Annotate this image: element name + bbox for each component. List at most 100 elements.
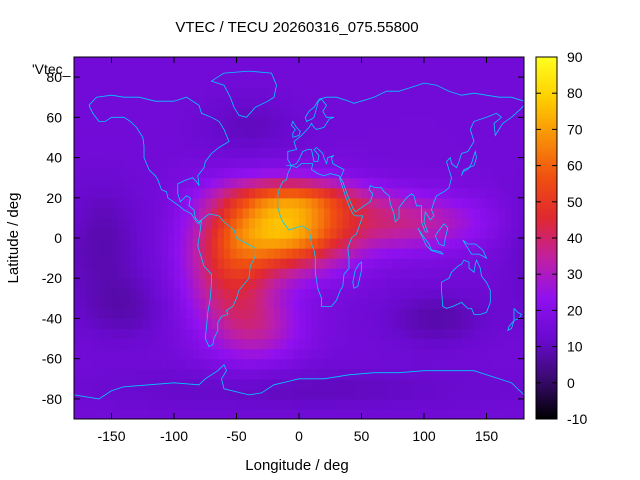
heatmap-cell xyxy=(367,187,375,199)
heatmap-cell xyxy=(486,368,494,380)
heatmap-cell xyxy=(311,408,319,419)
heatmap-cell xyxy=(74,57,81,68)
y-tick-label: 80 xyxy=(46,69,62,85)
heatmap-cell xyxy=(155,197,163,209)
heatmap-cell xyxy=(267,57,275,68)
heatmap-cell xyxy=(261,177,269,189)
heatmap-cell xyxy=(280,258,288,269)
heatmap-cell xyxy=(317,147,325,159)
heatmap-cell xyxy=(174,278,181,289)
heatmap-cell xyxy=(330,338,338,350)
heatmap-cell xyxy=(186,157,194,169)
heatmap-cell xyxy=(124,328,131,340)
heatmap-cell xyxy=(124,77,131,88)
heatmap-cell xyxy=(430,87,438,98)
heatmap-cell xyxy=(224,378,231,390)
heatmap-cell xyxy=(186,137,194,149)
heatmap-cell xyxy=(86,328,94,340)
heatmap-cell xyxy=(286,238,294,249)
heatmap-cell xyxy=(499,338,506,350)
heatmap-cell xyxy=(392,207,400,219)
heatmap-cell xyxy=(111,298,119,309)
heatmap-cell xyxy=(199,197,206,209)
heatmap-cell xyxy=(292,207,300,219)
heatmap-cell xyxy=(311,288,319,299)
heatmap-cell xyxy=(286,57,294,68)
heatmap-cell xyxy=(280,147,288,159)
heatmap-cell xyxy=(505,127,513,139)
heatmap-cell xyxy=(124,67,131,78)
heatmap-cell xyxy=(361,57,369,68)
heatmap-cell xyxy=(180,338,188,350)
heatmap-cell xyxy=(486,177,494,189)
heatmap-cell xyxy=(236,368,244,380)
heatmap-cell xyxy=(374,318,381,330)
heatmap-cell xyxy=(180,107,188,118)
heatmap-cell xyxy=(342,278,350,289)
heatmap-cell xyxy=(161,87,169,98)
heatmap-cell xyxy=(336,87,344,98)
heatmap-cell xyxy=(399,238,406,249)
heatmap-cell xyxy=(299,197,306,209)
heatmap-cell xyxy=(149,358,156,370)
heatmap-cell xyxy=(405,197,413,209)
heatmap-cell xyxy=(486,308,494,320)
heatmap-cell xyxy=(230,258,238,269)
heatmap-cell xyxy=(486,87,494,98)
heatmap-cell xyxy=(392,348,400,360)
heatmap-cell xyxy=(505,258,513,269)
heatmap-cell xyxy=(242,87,250,98)
heatmap-cell xyxy=(211,238,219,249)
heatmap-cell xyxy=(517,87,524,98)
heatmap-cell xyxy=(511,378,519,390)
heatmap-cell xyxy=(436,398,444,410)
heatmap-cell xyxy=(224,177,231,189)
heatmap-cell xyxy=(342,157,350,169)
heatmap-cell xyxy=(280,268,288,279)
heatmap-cell xyxy=(142,117,150,128)
heatmap-cell xyxy=(449,147,456,159)
heatmap-cell xyxy=(217,308,225,320)
heatmap-cell xyxy=(299,177,306,189)
heatmap-cell xyxy=(417,187,425,199)
heatmap-cell xyxy=(455,348,463,360)
heatmap-cell xyxy=(480,248,488,259)
heatmap-cell xyxy=(292,328,300,340)
heatmap-cell xyxy=(505,278,513,289)
heatmap-cell xyxy=(117,177,125,189)
heatmap-cell xyxy=(142,358,150,370)
heatmap-cell xyxy=(336,408,344,419)
heatmap-cell xyxy=(99,398,106,410)
heatmap-cell xyxy=(211,358,219,370)
heatmap-cell xyxy=(299,67,306,78)
heatmap-cell xyxy=(136,77,144,88)
heatmap-cell xyxy=(224,127,231,139)
heatmap-cell xyxy=(92,288,100,299)
heatmap-cell xyxy=(236,177,244,189)
heatmap-cell xyxy=(511,338,519,350)
heatmap-cell xyxy=(217,127,225,139)
heatmap-cell xyxy=(136,238,144,249)
heatmap-cell xyxy=(86,298,94,309)
heatmap-cell xyxy=(180,207,188,219)
heatmap-cell xyxy=(342,288,350,299)
heatmap-cell xyxy=(149,227,156,239)
heatmap-cell xyxy=(142,408,150,419)
heatmap-cell xyxy=(80,57,88,68)
heatmap-cell xyxy=(180,97,188,108)
heatmap-cell xyxy=(355,197,363,209)
heatmap-cell xyxy=(499,87,506,98)
heatmap-cell xyxy=(511,308,519,320)
heatmap-cell xyxy=(74,77,81,88)
heatmap-cell xyxy=(174,77,181,88)
heatmap-cell xyxy=(205,167,213,179)
heatmap-cell xyxy=(305,408,313,419)
heatmap-cell xyxy=(330,217,338,229)
heatmap-cell xyxy=(399,167,406,179)
heatmap-cell xyxy=(399,227,406,239)
heatmap-cell xyxy=(474,268,481,279)
heatmap-cell xyxy=(80,308,88,320)
heatmap-cell xyxy=(86,107,94,118)
heatmap-cell xyxy=(305,278,313,289)
